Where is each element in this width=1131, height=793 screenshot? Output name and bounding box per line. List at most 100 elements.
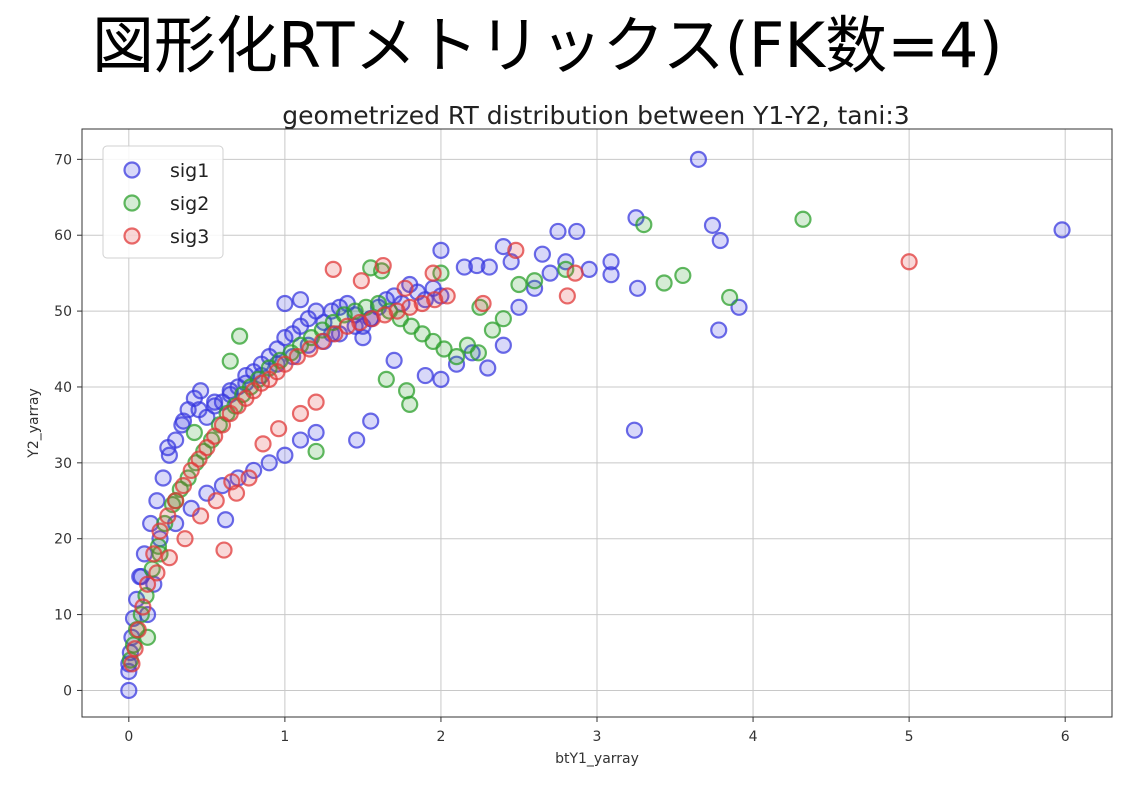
data-point: [182, 461, 200, 480]
y-tick-label: 40: [54, 380, 72, 396]
series-sig3: [123, 241, 918, 673]
x-tick-label: 3: [593, 729, 602, 745]
data-point: [123, 655, 141, 673]
data-point: [126, 640, 144, 658]
legend-label-sig1: sig1: [170, 160, 209, 182]
data-point: [134, 598, 152, 616]
y-tick-label: 10: [54, 608, 72, 624]
data-point: [558, 287, 576, 305]
data-points: [120, 150, 1071, 700]
data-point: [352, 272, 370, 290]
data-point: [398, 382, 416, 400]
data-point: [206, 427, 224, 445]
y-axis-label: Y2_yarray: [26, 388, 42, 458]
data-point: [198, 439, 216, 457]
data-point: [416, 366, 434, 385]
data-point: [260, 454, 278, 472]
x-axis-label: btY1_yarray: [555, 751, 639, 767]
data-point: [190, 401, 208, 419]
data-point: [326, 325, 344, 343]
x-tick-label: 2: [436, 729, 445, 745]
data-point: [549, 222, 567, 241]
data-point: [794, 210, 812, 228]
data-point: [276, 446, 294, 464]
data-point: [145, 545, 163, 563]
data-point: [288, 348, 306, 366]
data-point: [469, 344, 487, 362]
data-point: [151, 522, 169, 540]
data-point: [231, 327, 249, 345]
data-point: [216, 511, 235, 529]
data-point: [432, 370, 450, 388]
data-point: [435, 340, 453, 358]
y-tick-label: 50: [54, 304, 72, 320]
data-point: [602, 253, 620, 271]
data-point: [374, 256, 392, 275]
data-point: [159, 439, 177, 457]
data-point: [160, 549, 178, 567]
data-point: [703, 216, 722, 234]
y-tick-label: 30: [54, 456, 72, 472]
data-point: [635, 215, 653, 234]
data-point: [254, 435, 272, 453]
data-point: [307, 423, 325, 442]
series-sig1: [120, 150, 1071, 700]
data-point: [240, 469, 258, 487]
data-point: [276, 355, 294, 373]
data-point: [148, 564, 166, 582]
y-tick-label: 0: [63, 683, 72, 699]
data-point: [129, 621, 147, 639]
data-point: [602, 266, 620, 284]
data-point: [655, 274, 673, 292]
legend-label-sig2: sig2: [170, 193, 209, 215]
data-point: [674, 266, 692, 285]
data-point: [483, 321, 502, 339]
data-point: [223, 473, 241, 491]
data-point: [566, 264, 584, 282]
data-point: [138, 575, 157, 593]
data-point: [426, 291, 444, 309]
data-point: [324, 260, 342, 278]
data-point: [401, 298, 419, 316]
data-point: [190, 450, 208, 468]
data-point: [568, 222, 586, 241]
data-point: [533, 245, 551, 263]
data-point: [447, 348, 466, 366]
data-point: [120, 681, 138, 700]
y-axis-ticks: 0 10 20 30 40 50 60 70: [54, 152, 82, 699]
data-point: [689, 150, 708, 168]
y-tick-label: 70: [54, 152, 72, 168]
x-tick-label: 4: [749, 729, 758, 745]
data-point: [710, 321, 728, 339]
data-point: [432, 241, 450, 259]
data-point: [900, 253, 918, 271]
legend-marker-sig1: [123, 161, 141, 179]
data-point: [270, 420, 288, 438]
data-point: [167, 492, 185, 510]
data-point: [154, 469, 172, 487]
data-point: [401, 395, 419, 414]
data-point: [213, 416, 232, 434]
data-point: [628, 279, 647, 297]
data-point: [510, 298, 528, 316]
slide-title: 図形化RTメトリックス(FK数=4): [92, 9, 1003, 82]
chart-title: geometrized RT distribution between Y1-Y…: [282, 101, 909, 130]
legend: sig1 sig2 sig3: [102, 145, 224, 259]
data-point: [580, 260, 598, 278]
data-point: [291, 291, 310, 309]
legend-label-sig3: sig3: [170, 226, 209, 248]
data-point: [148, 492, 166, 510]
data-point: [185, 423, 203, 442]
data-point: [206, 393, 224, 411]
data-point: [291, 404, 310, 423]
data-point: [338, 317, 356, 335]
data-point: [276, 294, 294, 313]
data-point: [354, 329, 372, 347]
y-tick-label: 60: [54, 228, 72, 244]
data-point: [494, 310, 512, 328]
x-axis-ticks: 0 1 2 3 4 5 6: [124, 717, 1070, 745]
data-point: [541, 264, 559, 282]
data-point: [377, 370, 395, 388]
y-tick-label: 20: [54, 532, 72, 548]
x-tick-label: 5: [905, 729, 914, 745]
